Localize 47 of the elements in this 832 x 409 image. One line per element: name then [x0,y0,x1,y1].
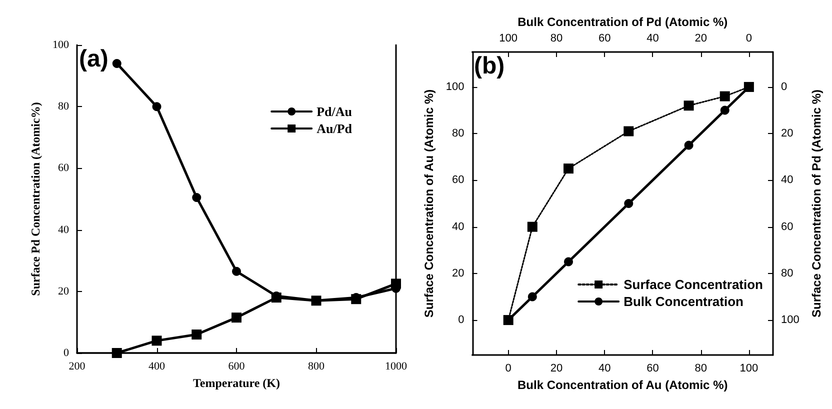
y-tick-label: 0 [64,347,70,359]
x2-tick-label: 0 [746,32,752,44]
x2-tick-label: 20 [694,32,707,44]
x-tick-label: 1000 [385,360,408,372]
y-tick-label: 100 [52,39,70,51]
x-tick-label: 400 [148,360,166,372]
y-tick-label: 60 [452,174,464,186]
y-tick-label: 40 [58,224,70,236]
x-axis-title: Bulk Concentration of Au (Atomic %) [518,378,728,392]
x2-tick-label: 80 [550,32,563,44]
y-tick-label: 100 [446,80,464,93]
y2-tick-label: 60 [781,220,794,233]
y-tick-label: 20 [452,267,464,280]
x-tick-label: 20 [550,362,563,374]
x-tick-label: 600 [228,360,246,372]
y-tick-label: 80 [58,100,70,113]
y2-tick-label: 20 [781,128,794,140]
x-tick-label: 40 [598,362,611,374]
x-tick-label: 100 [740,362,758,374]
legend-label: Surface Concentration [624,277,764,292]
x-axis-title: Temperature (K) [193,376,280,390]
y-tick-label: 20 [58,285,70,298]
y2-tick-label: 80 [781,267,794,280]
y-tick-label: 60 [58,162,70,174]
y-tick-label: 80 [452,128,464,140]
x-tick-label: 200 [68,360,86,372]
y2-tick-label: 0 [781,80,788,93]
x2-tick-label: 60 [598,32,611,44]
x2-tick-label: 100 [499,32,518,44]
y-tick-label: 0 [458,314,464,326]
legend-label: Au/Pd [316,121,353,136]
x-tick-label: 60 [646,362,659,374]
annotation: (a) [79,46,108,72]
legend-label: Pd/Au [316,104,352,119]
y2-axis-title: Surface Concentration of Pd (Atomic %) [809,89,824,318]
x-tick-label: 800 [308,360,325,372]
y2-tick-label: 100 [781,314,800,326]
x-tick-label: 0 [505,362,512,374]
x-tick-label: 80 [694,362,707,374]
annotation: (b) [474,52,505,80]
x2-axis-title: Bulk Concentration of Pd (Atomic %) [518,15,728,29]
y-axis-title: Surface Concentration of Au (Atomic %) [422,89,436,318]
legend-label: Bulk Concentration [624,294,744,309]
y-tick-label: 40 [452,220,464,233]
y2-tick-label: 40 [781,174,794,186]
y-axis-title: Surface Pd Concentration (Atomic%) [28,102,43,296]
x2-tick-label: 40 [646,32,659,44]
